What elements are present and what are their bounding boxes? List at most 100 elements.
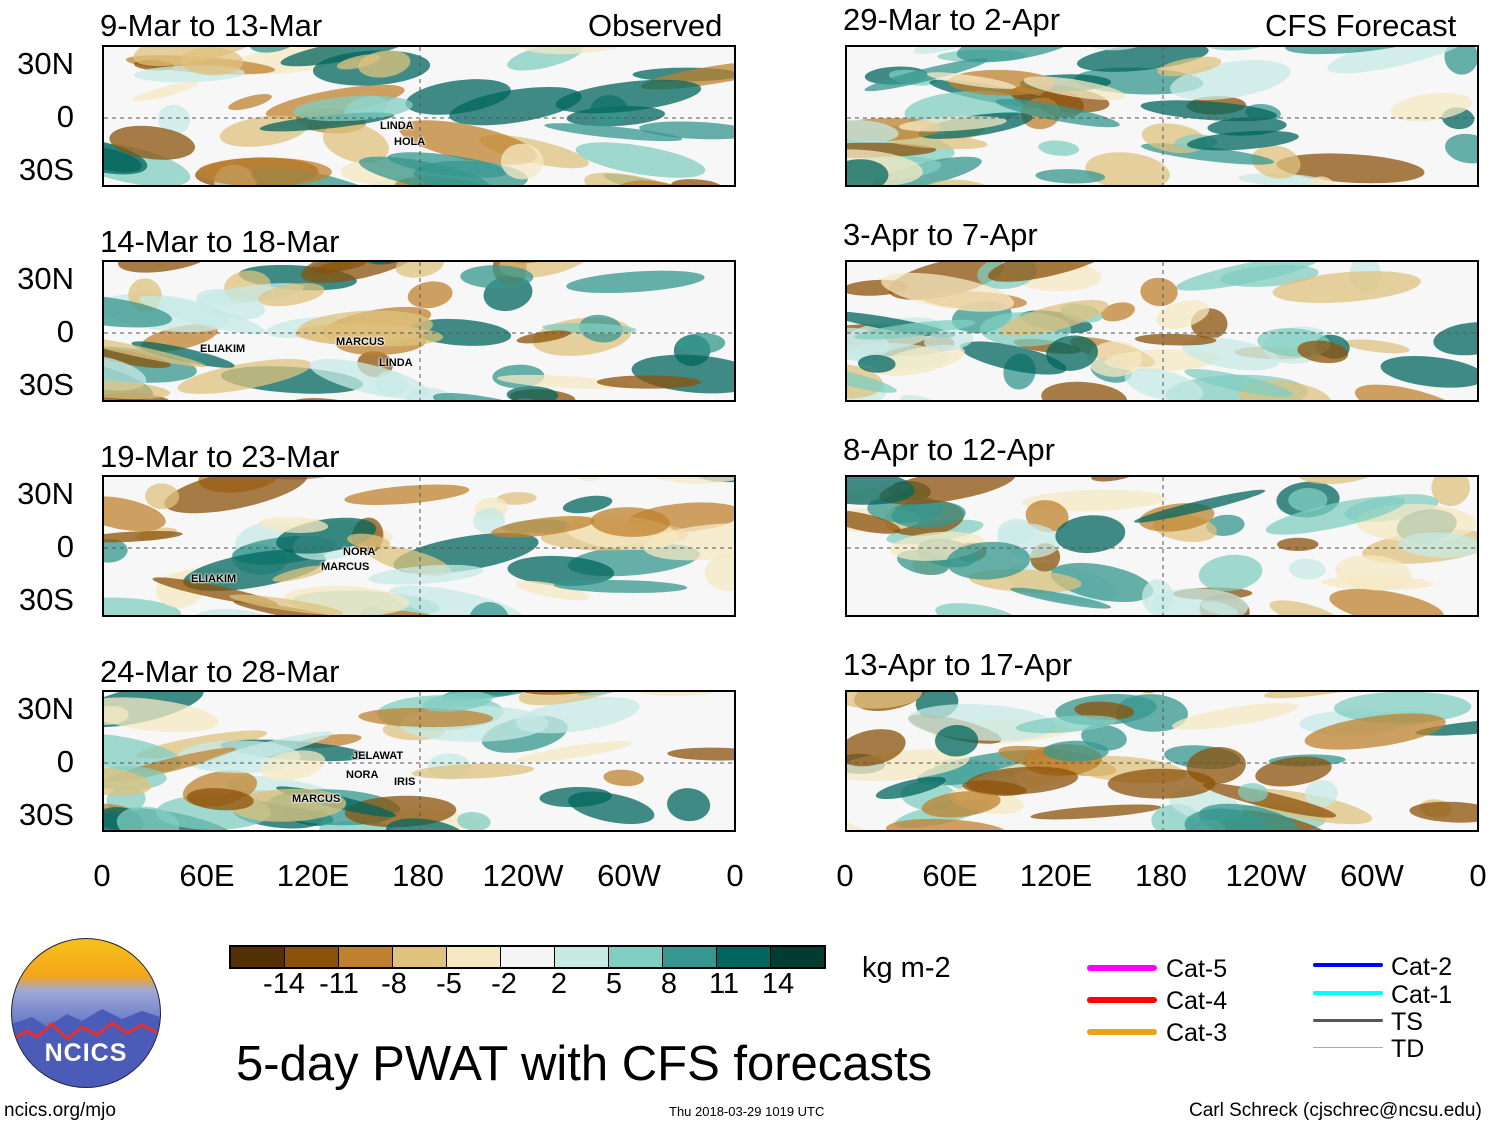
legend-cat1: Cat-1 — [1391, 981, 1453, 1009]
anomaly-blob — [104, 348, 171, 369]
anomaly-blob — [1304, 176, 1338, 185]
anomaly-blob — [516, 580, 590, 601]
anomaly-blob — [1276, 153, 1425, 184]
anomaly-blob — [1380, 355, 1477, 388]
anomaly-blob — [322, 122, 389, 163]
colorbar-swatch — [393, 947, 447, 967]
anomaly-blob — [469, 601, 510, 615]
anomaly-blob — [1041, 381, 1128, 400]
observed-label: Observed — [588, 8, 723, 43]
xtick: 120E — [276, 858, 350, 893]
anomaly-blob — [164, 477, 308, 514]
anomaly-blob — [995, 98, 1120, 128]
colorbar-tick: 5 — [605, 968, 623, 1000]
xtick: 60W — [597, 858, 661, 893]
anomaly-blob — [1333, 692, 1472, 724]
anomaly-blob — [544, 123, 683, 142]
anomaly-blob — [516, 330, 571, 344]
anomaly-blob — [643, 523, 734, 561]
anomaly-blob — [646, 477, 734, 484]
anomaly-blob — [891, 501, 966, 529]
anomaly-blob — [1035, 169, 1106, 184]
storm-label: IRIS — [394, 776, 416, 788]
legend-cat5: Cat-5 — [1166, 955, 1228, 983]
anomaly-blob — [946, 541, 1031, 580]
storm-label: HOLA — [394, 136, 426, 148]
anomaly-blob — [847, 729, 906, 767]
anomaly-blob — [347, 533, 391, 550]
map-panel-observed-2 — [102, 260, 736, 402]
colorbar-swatch — [231, 947, 285, 967]
footer-url[interactable]: ncics.org/mjo — [4, 1100, 116, 1121]
anomaly-blob — [934, 725, 979, 757]
anomaly-blob — [1157, 56, 1222, 77]
map-panel-forecast-3 — [845, 475, 1479, 617]
anomaly-blob — [258, 283, 325, 307]
ytick-30n: 30N — [17, 476, 74, 511]
anomaly-blob — [1198, 554, 1263, 591]
legend-ts: TS — [1391, 1008, 1423, 1036]
storm-label: ELIAKIM — [191, 573, 237, 585]
xtick: 60E — [179, 858, 235, 893]
anomaly-blob — [132, 81, 198, 102]
anomaly-blob — [1237, 783, 1269, 802]
colorbar-swatch — [771, 947, 824, 967]
xtick: 60E — [922, 858, 978, 893]
legend-cat4: Cat-4 — [1166, 987, 1228, 1015]
cat2-swatch — [1313, 963, 1383, 967]
anomaly-blob — [898, 116, 1007, 132]
anomaly-blob — [1134, 489, 1266, 523]
map-panel-observed-4 — [102, 690, 736, 832]
ytick-0: 0 — [56, 744, 74, 779]
anomaly-blob — [847, 815, 872, 830]
anomaly-blob — [857, 354, 896, 373]
colorbar-units: kg m-2 — [862, 952, 951, 984]
storm-label: MARCUS — [292, 793, 341, 805]
anomaly-blob — [104, 697, 219, 733]
anomaly-blob — [1409, 801, 1477, 823]
anomaly-blob — [358, 707, 494, 728]
anomaly-blob — [228, 94, 272, 111]
anomaly-blob — [280, 47, 409, 67]
anomaly-blob — [875, 776, 946, 800]
anomaly-blob — [596, 375, 702, 389]
legend-td: TD — [1391, 1035, 1425, 1063]
anomaly-blob — [131, 341, 235, 368]
colorbar-tick: -5 — [436, 968, 462, 1000]
map-panel-forecast-1 — [845, 45, 1479, 187]
anomaly-blob — [1327, 47, 1473, 74]
anomaly-blob — [497, 374, 627, 389]
anomaly-blob — [847, 119, 899, 143]
xtick: 180 — [1135, 858, 1187, 893]
anomaly-blob — [1255, 756, 1332, 787]
anomaly-blob — [1354, 384, 1471, 400]
panel-title-right-3: 8-Apr to 12-Apr — [843, 432, 1055, 467]
anomaly-blob — [1091, 477, 1138, 482]
anomaly-blob — [1010, 587, 1112, 609]
storm-label: MARCUS — [321, 561, 370, 573]
anomaly-blob — [1304, 713, 1446, 750]
pwat-anomaly-field — [847, 262, 1477, 400]
anomaly-blob — [1288, 558, 1326, 580]
anomaly-blob — [460, 265, 534, 289]
anomaly-blob — [935, 603, 1019, 615]
anomaly-blob — [1156, 300, 1210, 329]
anomaly-blob — [104, 293, 172, 328]
anomaly-blob — [1038, 140, 1080, 156]
pwat-anomaly-field — [104, 262, 734, 400]
anomaly-blob — [1171, 702, 1299, 730]
cat5-swatch — [1087, 965, 1157, 971]
mountain-graphic-icon — [12, 1009, 160, 1087]
anomaly-blob — [847, 363, 884, 399]
anomaly-blob — [260, 750, 326, 781]
anomaly-blob — [104, 539, 128, 563]
storm-label: LINDA — [379, 357, 413, 369]
panel-title-left-1: 9-Mar to 13-Mar — [100, 8, 323, 43]
colorbar-tick: -14 — [263, 968, 305, 1000]
anomaly-blob — [667, 747, 734, 761]
anomaly-blob — [1023, 76, 1126, 101]
anomaly-blob — [309, 358, 430, 399]
map-panel-observed-1 — [102, 45, 736, 187]
anomaly-blob — [1329, 588, 1445, 615]
xtick: 0 — [1469, 858, 1487, 893]
